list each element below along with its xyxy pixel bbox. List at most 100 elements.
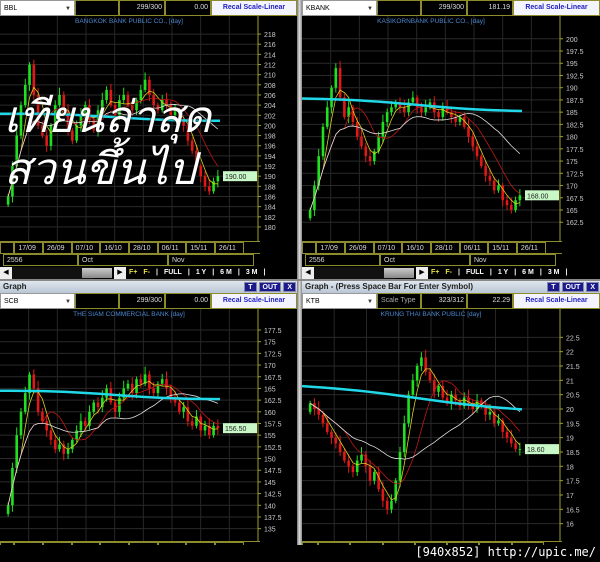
scroll-right-button[interactable]: ▶ bbox=[416, 267, 428, 279]
close-button[interactable]: X bbox=[586, 282, 599, 292]
y-tick-label: 177.5 bbox=[566, 147, 584, 154]
candle-body bbox=[208, 186, 211, 192]
candle-body bbox=[355, 460, 359, 473]
recal-scale-button[interactable]: Recal Scale-Linear bbox=[211, 0, 297, 16]
candle bbox=[432, 373, 436, 399]
candle bbox=[148, 76, 151, 102]
scroll-left-button[interactable]: ◀ bbox=[0, 267, 12, 279]
symbol-input[interactable]: SCB ▼ bbox=[0, 293, 75, 309]
symbol-input[interactable]: KBANK ▼ bbox=[302, 0, 377, 16]
candle bbox=[208, 179, 211, 196]
y-tick-label: 200 bbox=[566, 37, 578, 44]
chevron-down-icon[interactable]: ▼ bbox=[65, 299, 71, 305]
y-tick-label: 175 bbox=[264, 340, 276, 347]
candle-body bbox=[36, 94, 40, 126]
scroll-toolbar: ◀ ▶ F+ F- | FULL | 1 Y | 6 M | 3 M | bbox=[302, 267, 600, 279]
toolbar-separator: | bbox=[212, 269, 215, 276]
candle bbox=[66, 442, 70, 460]
y-tick-label: 185 bbox=[566, 110, 578, 117]
candle-body bbox=[173, 110, 177, 116]
3m-button[interactable]: 3 M bbox=[245, 269, 258, 276]
panel-splitter[interactable] bbox=[297, 0, 302, 545]
candle bbox=[471, 399, 475, 415]
toolbar-separator: | bbox=[187, 269, 190, 276]
candle-body bbox=[488, 175, 492, 181]
y-tick-label: 147.5 bbox=[264, 468, 282, 475]
candle-body bbox=[321, 414, 325, 424]
close-button[interactable]: X bbox=[283, 282, 296, 292]
candle bbox=[15, 427, 18, 474]
candle-body bbox=[49, 125, 53, 146]
y-tick-label: 17.5 bbox=[566, 479, 580, 486]
candle bbox=[105, 86, 108, 104]
candle-body bbox=[182, 407, 185, 412]
candle bbox=[186, 399, 190, 427]
candle-body bbox=[139, 89, 143, 101]
candle-body bbox=[347, 460, 350, 467]
candle-body bbox=[330, 87, 333, 108]
candle-body bbox=[317, 156, 320, 186]
annotation-text: เทียนล่าสุด สวนขึ้นไป bbox=[4, 92, 212, 195]
candle-body bbox=[428, 371, 432, 381]
scroll-right-button[interactable]: ▶ bbox=[114, 267, 126, 279]
zoom-out-button[interactable]: F- bbox=[445, 269, 452, 276]
3m-button[interactable]: 3 M bbox=[547, 269, 560, 276]
graph-title: Graph - (Press Space Bar For Enter Symbo… bbox=[305, 282, 474, 291]
scrollbar[interactable] bbox=[314, 267, 414, 279]
recal-scale-button[interactable]: Recal Scale-Linear bbox=[211, 293, 297, 309]
candle bbox=[88, 99, 91, 125]
candle-body bbox=[165, 100, 168, 106]
6m-button[interactable]: 6 M bbox=[220, 269, 232, 276]
candle-body bbox=[122, 94, 125, 101]
candle-body bbox=[497, 185, 500, 191]
zoom-in-button[interactable]: F+ bbox=[431, 269, 440, 276]
full-button[interactable]: FULL bbox=[465, 269, 484, 276]
x-tick-label: 29/10 bbox=[479, 542, 512, 545]
candle bbox=[497, 414, 500, 426]
y-tick-label: 16 bbox=[566, 522, 574, 529]
company-title: KASIKORNBANK PUBLIC CO., [day] bbox=[377, 18, 485, 25]
scrollbar[interactable] bbox=[12, 267, 112, 279]
chevron-down-icon[interactable]: ▼ bbox=[65, 6, 71, 12]
recal-scale-button[interactable]: Recal Scale-Linear bbox=[513, 0, 600, 16]
y-tick-label: 145 bbox=[264, 480, 276, 487]
candle bbox=[343, 93, 346, 120]
1y-button[interactable]: 1 Y bbox=[195, 269, 207, 276]
symbol-input[interactable]: KTB ▼ bbox=[302, 293, 377, 309]
zoom-in-button[interactable]: F+ bbox=[129, 269, 138, 276]
candle-body bbox=[79, 115, 83, 126]
candle-body bbox=[497, 420, 500, 424]
candle-body bbox=[381, 489, 385, 501]
candle-body bbox=[424, 107, 427, 113]
candle bbox=[49, 427, 53, 446]
full-button[interactable]: FULL bbox=[163, 269, 182, 276]
recal-scale-button[interactable]: Recal Scale-Linear bbox=[513, 293, 600, 309]
candle-body bbox=[178, 110, 181, 121]
candle bbox=[484, 400, 487, 422]
chevron-down-icon[interactable]: ▼ bbox=[367, 6, 373, 12]
scrollbar-thumb[interactable] bbox=[384, 268, 414, 278]
candle-body bbox=[334, 437, 338, 444]
scrollbar-thumb[interactable] bbox=[82, 268, 112, 278]
candle bbox=[351, 463, 355, 478]
out-button[interactable]: OUT bbox=[561, 282, 585, 292]
candle-body bbox=[308, 209, 312, 219]
t-button[interactable]: T bbox=[244, 282, 257, 292]
candle-body bbox=[407, 394, 410, 424]
chevron-down-icon[interactable]: ▼ bbox=[367, 299, 373, 305]
6m-button[interactable]: 6 M bbox=[522, 269, 534, 276]
out-button[interactable]: OUT bbox=[258, 282, 282, 292]
y-tick-label: 182.5 bbox=[566, 122, 584, 129]
candle-body bbox=[437, 386, 440, 392]
candle-body bbox=[195, 150, 198, 167]
symbol-value: KTB bbox=[306, 298, 320, 305]
scroll-left-button[interactable]: ◀ bbox=[302, 267, 314, 279]
zoom-out-button[interactable]: F- bbox=[143, 269, 150, 276]
t-button[interactable]: T bbox=[547, 282, 560, 292]
candle-body bbox=[471, 136, 475, 147]
candle-body bbox=[152, 94, 155, 106]
1y-button[interactable]: 1 Y bbox=[497, 269, 509, 276]
candle-body bbox=[334, 68, 338, 88]
symbol-input[interactable]: BBL ▼ bbox=[0, 0, 75, 16]
candle-body bbox=[390, 107, 393, 113]
